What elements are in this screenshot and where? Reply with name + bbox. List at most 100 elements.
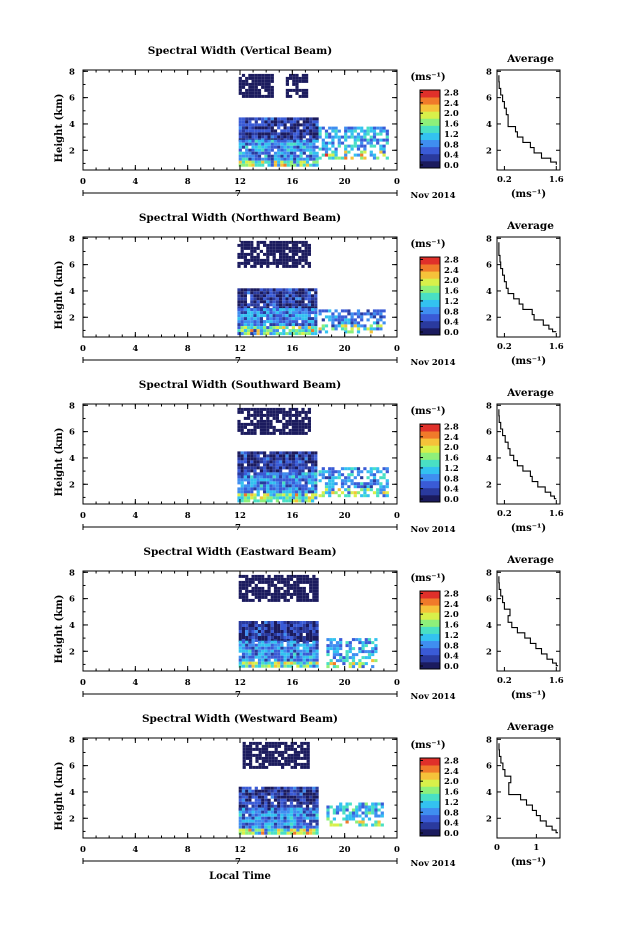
heatmap-cell — [307, 246, 311, 250]
colorbar-swatch — [420, 654, 440, 663]
heatmap-cell — [372, 482, 377, 486]
average-y-tick-label: 4 — [486, 120, 492, 130]
heatmap-cell — [289, 577, 294, 581]
heatmap-cell — [252, 753, 256, 757]
heatmap-cell — [299, 151, 303, 155]
heatmap-cell — [273, 822, 278, 826]
heatmap-cell — [254, 810, 258, 814]
heatmap-cell — [289, 154, 294, 158]
heatmap-cell — [245, 640, 249, 644]
heatmap-cell — [277, 142, 281, 146]
heatmap-cell — [248, 636, 252, 639]
heatmap-cell — [301, 431, 305, 435]
x-tick-label: 16 — [286, 511, 298, 521]
heatmap-cell — [275, 472, 279, 476]
heatmap-cell — [301, 487, 305, 491]
heatmap-cell — [305, 148, 310, 152]
heatmap-cell — [312, 592, 316, 596]
heatmap-cell — [243, 425, 247, 429]
heatmap-cell — [293, 813, 297, 817]
heatmap-cell — [291, 407, 295, 411]
heatmap-cell — [269, 472, 273, 476]
heatmap-cell — [286, 658, 290, 662]
heatmap-cell — [273, 142, 278, 146]
heatmap-cell — [241, 85, 246, 89]
heatmap-cell — [264, 595, 268, 599]
heatmap-cell — [305, 786, 310, 790]
heatmap-cell — [272, 460, 276, 464]
heatmap-cell — [295, 85, 299, 89]
heatmap-cell — [288, 288, 292, 292]
heatmap-cell — [309, 828, 313, 832]
heatmap-cell — [289, 630, 294, 633]
heatmap-cell — [385, 156, 389, 160]
heatmap-cell — [285, 463, 289, 467]
heatmap-cell — [248, 621, 252, 624]
heatmap-cell — [251, 157, 255, 161]
heatmap-cell — [261, 630, 265, 633]
heatmap-cell — [293, 633, 297, 636]
heatmap-cell — [238, 621, 242, 624]
heatmap-cell — [302, 586, 306, 590]
colorbar-tick-label: 2.8 — [444, 756, 459, 766]
heatmap-cell — [254, 574, 258, 578]
heatmap-cell — [243, 320, 247, 324]
heatmap-cell — [321, 473, 325, 477]
heatmap-cell — [261, 586, 265, 590]
heatmap-cell — [277, 135, 281, 139]
heatmap-cell — [267, 151, 271, 155]
heatmap-cell — [291, 484, 295, 488]
heatmap-cell — [277, 621, 281, 624]
heatmap-cell — [360, 144, 364, 148]
heatmap-cell — [311, 475, 315, 479]
heatmap-cell — [302, 139, 306, 143]
heatmap-cell — [304, 294, 308, 298]
heatmap-cell — [238, 592, 242, 596]
heatmap-cell — [280, 801, 284, 805]
heatmap-cell — [286, 664, 290, 668]
heatmap-cell — [371, 650, 375, 654]
heatmap-cell — [328, 482, 332, 486]
heatmap-cell — [285, 496, 289, 500]
heatmap-cell — [311, 478, 315, 482]
heatmap-cell — [311, 306, 315, 310]
heatmap-cell — [361, 817, 365, 821]
heatmap-cell — [253, 454, 257, 458]
heatmap-cell — [315, 580, 319, 584]
heatmap-cell — [361, 811, 365, 815]
heatmap-cell — [301, 297, 305, 301]
heatmap-cell — [279, 323, 283, 327]
heatmap-cell — [283, 630, 287, 633]
heatmap-cell — [360, 156, 364, 160]
colorbar-frame — [419, 256, 441, 336]
average-y-tick-label: 2 — [486, 647, 492, 657]
heatmap-cell — [241, 145, 246, 149]
heatmap-cell — [315, 828, 319, 832]
heatmap-cell — [360, 315, 364, 319]
heatmap-cell — [241, 646, 246, 650]
heatmap-cell — [285, 317, 289, 321]
heatmap-cell — [248, 583, 252, 587]
heatmap-cell — [314, 475, 318, 479]
heatmap-cell — [363, 488, 367, 492]
heatmap-cell — [331, 141, 335, 145]
heatmap-cell — [293, 592, 297, 596]
heatmap-cell — [286, 129, 290, 133]
heatmap-cell — [242, 741, 246, 745]
heatmap-cell — [269, 311, 273, 315]
heatmap-cell — [358, 805, 362, 809]
heatmap-cell — [309, 786, 313, 790]
heatmap-cell — [266, 246, 270, 250]
heatmap-cell — [251, 148, 255, 152]
heatmap-cell — [240, 291, 244, 295]
colorbar-swatch — [420, 452, 440, 460]
heatmap-cell — [254, 132, 258, 136]
heatmap-cell — [302, 627, 306, 630]
heatmap-cell — [247, 413, 251, 417]
heatmap-cell — [315, 139, 319, 143]
heatmap-cell — [256, 460, 260, 464]
heatmap-cell — [279, 466, 283, 470]
heatmap-cell — [264, 154, 268, 158]
heatmap-cell — [311, 288, 315, 292]
heatmap-cell — [263, 240, 267, 244]
